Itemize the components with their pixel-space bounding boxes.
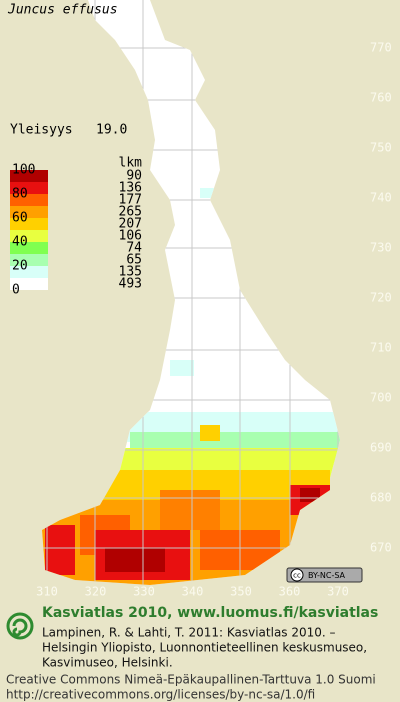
east-label: 330 bbox=[133, 585, 155, 599]
legend-tick: 100 bbox=[12, 163, 35, 178]
legend-tick: 0 bbox=[12, 283, 20, 298]
legend-tick: 40 bbox=[12, 235, 28, 250]
legend-count: 106 bbox=[119, 229, 142, 244]
north-label: 770 bbox=[370, 41, 392, 55]
north-label: 740 bbox=[370, 191, 392, 205]
legend-count: 74 bbox=[126, 241, 142, 256]
legend-count: 207 bbox=[119, 217, 142, 232]
legend-tick: 20 bbox=[12, 259, 28, 274]
legend: lkm bbox=[10, 156, 143, 290]
legend-unit: lkm bbox=[119, 156, 143, 171]
north-label: 700 bbox=[370, 391, 392, 405]
citation-line: Helsingin Yliopisto, Luonnontieteellinen… bbox=[42, 641, 367, 655]
east-label: 350 bbox=[230, 585, 252, 599]
logo bbox=[6, 612, 34, 640]
east-label: 340 bbox=[182, 585, 204, 599]
north-label: 680 bbox=[370, 491, 392, 505]
species-title: Juncus effusus bbox=[7, 3, 118, 18]
east-label: 320 bbox=[85, 585, 107, 599]
north-label: 670 bbox=[370, 541, 392, 555]
badge-text: BY-NC-SA bbox=[308, 571, 346, 580]
footer-heading: Kasviatlas 2010, www.luomus.fi/kasviatla… bbox=[42, 605, 378, 621]
index-value: 19.0 bbox=[96, 123, 127, 138]
map bbox=[42, 0, 340, 585]
north-label: 690 bbox=[370, 441, 392, 455]
east-label: 370 bbox=[327, 585, 349, 599]
legend-count: 136 bbox=[119, 181, 142, 196]
legend-count: 493 bbox=[119, 277, 142, 292]
legend-count: 265 bbox=[119, 205, 142, 220]
legend-count: 65 bbox=[126, 253, 142, 268]
north-label: 750 bbox=[370, 141, 392, 155]
svg-text:cc: cc bbox=[293, 572, 301, 580]
east-label: 360 bbox=[279, 585, 301, 599]
badge: cc BY-NC-SA bbox=[286, 567, 363, 583]
index-label: Yleisyys bbox=[10, 123, 73, 138]
legend-tick: 60 bbox=[12, 211, 28, 226]
legend-count: 135 bbox=[119, 265, 142, 280]
legend-tick: 80 bbox=[12, 187, 28, 202]
north-label: 760 bbox=[370, 91, 392, 105]
legend-count: 90 bbox=[126, 169, 142, 184]
legend-count: 177 bbox=[119, 193, 142, 208]
citation-line: Kasvimuseo, Helsinki. bbox=[42, 656, 173, 670]
citation-line: Lampinen, R. & Lahti, T. 2011: Kasviatla… bbox=[42, 626, 336, 640]
north-label: 710 bbox=[370, 341, 392, 355]
east-label: 310 bbox=[36, 585, 58, 599]
license-line: Creative Commons Nimeä-Epäkaupallinen-Ta… bbox=[6, 673, 376, 687]
north-label: 730 bbox=[370, 241, 392, 255]
license-line: http://creativecommons.org/licenses/by-n… bbox=[6, 688, 315, 702]
north-label: 720 bbox=[370, 291, 392, 305]
